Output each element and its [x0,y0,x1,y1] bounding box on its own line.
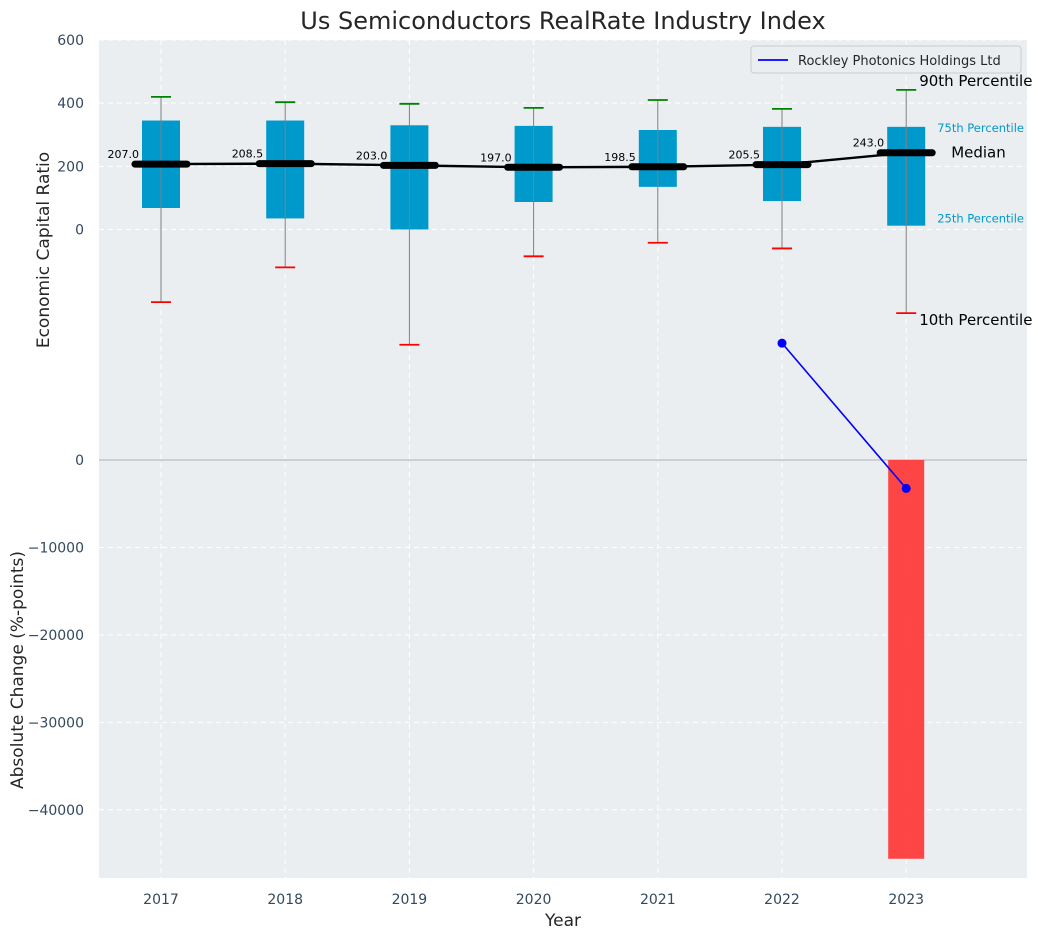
legend-box [750,45,1022,74]
median-value-label: 207.0 [108,148,140,161]
legend: Rockley Photonics Holdings Ltd [750,45,1022,74]
y-tick-label-bottom: −30000 [28,715,84,731]
company-series [777,338,911,493]
y-tick-label-top: 0 [75,222,84,238]
change-bar [888,460,925,859]
bottom-plot-area [99,460,1027,878]
median-line: 207.0 208.5 203.0 197.0 198.5 205.5 243.0 [108,137,936,171]
p25-annotation: 25th Percentile [937,212,1024,226]
x-tick-label: 2022 [764,892,800,908]
median-value-label: 205.5 [729,149,761,162]
median-value-label: 198.5 [604,151,636,164]
annotations: 90th Percentile 75th Percentile Median 25th… [919,72,1032,329]
median-annotation: Median [951,144,1006,162]
x-tick-label: 2020 [516,892,552,908]
top-plot-area [99,40,1027,460]
x-tick-label: 2018 [267,892,303,908]
company-point [777,338,787,348]
y-tick-label-bottom: −20000 [28,628,84,644]
median-value-label: 197.0 [480,151,512,164]
y-axis-label-top: Economic Capital Ratio [34,152,54,348]
y-axis-label-bottom: Absolute Change (%-points) [8,551,28,789]
y-tick-label-bottom: 0 [75,453,84,469]
p10-annotation: 10th Percentile [919,311,1032,329]
box-plots [142,88,926,346]
company-line [781,342,907,489]
median-value-label: 243.0 [853,137,885,150]
tick-labels: 0 200 400 600 0 −10000 −20000 −30000 −40000 2017 2… [28,33,924,908]
company-point [901,483,911,493]
bars [888,460,925,859]
x-tick-label: 2021 [640,892,676,908]
y-tick-label-bottom: −40000 [28,803,84,819]
chart-title: Us Semiconductors RealRate Industry Inde… [300,7,825,35]
y-tick-label-top: 600 [57,33,84,49]
legend-label: Rockley Photonics Holdings Ltd [798,54,1001,69]
y-tick-label-top: 400 [57,96,84,112]
x-axis-label: Year [544,911,581,931]
y-tick-label-bottom: −10000 [28,540,84,556]
x-tick-label: 2019 [392,892,428,908]
p75-annotation: 75th Percentile [937,121,1024,135]
x-tick-label: 2017 [143,892,179,908]
median-value-label: 203.0 [356,149,388,162]
y-tick-label-top: 200 [57,159,84,175]
x-tick-label: 2023 [888,892,924,908]
median-value-label: 208.5 [232,148,264,161]
p90-annotation: 90th Percentile [919,72,1032,90]
